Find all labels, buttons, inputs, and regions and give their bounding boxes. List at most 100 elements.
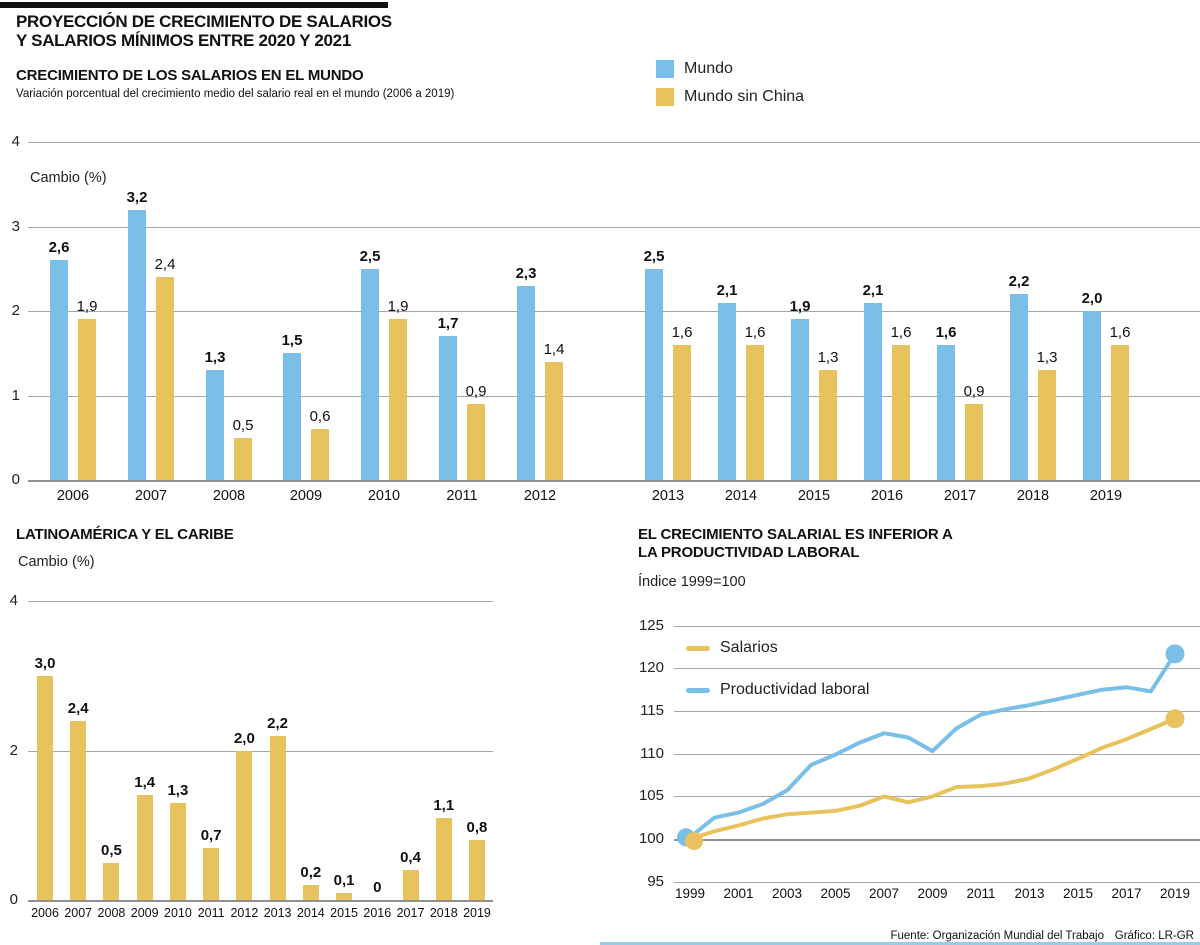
bar-value-mundo-sin-china-2009: 0,6	[309, 408, 331, 426]
bar-mundo-sin-china-2018	[1038, 370, 1056, 480]
legend-item-mundo: Mundo	[656, 60, 733, 78]
productividad-start-dot	[677, 828, 695, 847]
bar-value-mundo-2007: 3,2	[126, 188, 148, 206]
latam-x-tick-2019: 2019	[463, 906, 491, 920]
bar-value-mundo-2013: 2,5	[643, 247, 665, 265]
world-x-tick-2008: 2008	[212, 488, 246, 504]
world-x-tick-2014: 2014	[724, 488, 758, 504]
bar-value-latam-2011: 0,7	[200, 826, 222, 844]
bar-value-mundo-2016: 2,1	[862, 281, 884, 299]
latam-x-tick-2007: 2007	[64, 906, 93, 920]
world-x-tick-2011: 2011	[446, 488, 478, 504]
bar-value-mundo-sin-china-2019: 1,6	[1109, 323, 1131, 341]
bar-mundo-sin-china-2017	[965, 403, 983, 480]
bar-value-mundo-sin-china-2006: 1,9	[76, 298, 98, 316]
world-gridline-4	[28, 142, 1200, 143]
latam-y-tick-4: 4	[9, 592, 18, 609]
bar-mundo-sin-china-2009	[311, 429, 329, 480]
prod-x-tick-2001: 2001	[723, 886, 754, 901]
bar-value-mundo-sin-china-2010: 1,9	[387, 298, 409, 316]
prod-y-tick-115: 115	[640, 702, 664, 720]
bar-mundo-2013	[645, 268, 663, 480]
latam-x-tick-2012: 2012	[230, 906, 259, 920]
bar-mundo-2014	[718, 302, 736, 480]
latam-x-tick-2006: 2006	[31, 906, 59, 920]
world-x-tick-2009: 2009	[289, 488, 323, 504]
world-x-tick-2019: 2019	[1089, 488, 1123, 504]
bar-mundo-sin-china-2008	[234, 437, 252, 480]
latam-baseline	[28, 900, 493, 902]
world-x-tick-2010: 2010	[367, 488, 401, 504]
latam-y-axis-label: Cambio (%)	[18, 554, 95, 570]
prod-x-tick-2005: 2005	[820, 886, 851, 901]
bar-value-mundo-2019: 2,0	[1081, 290, 1103, 307]
salarios-color-dash	[686, 645, 710, 651]
prod-x-tick-2003: 2003	[771, 886, 803, 901]
mundo-color-swatch	[656, 60, 674, 78]
world-x-tick-2006: 2006	[56, 488, 90, 504]
prod-gridline-125	[674, 625, 1200, 627]
bar-mundo-sin-china-2013	[673, 344, 691, 480]
bar-latam-2015	[336, 892, 353, 900]
world-y-tick-3: 3	[11, 217, 20, 235]
bar-mundo-2006	[50, 260, 68, 480]
world-x-tick-2013: 2013	[651, 488, 685, 504]
bar-value-mundo-2008: 1,3	[204, 349, 226, 367]
prod-x-tick-2011: 2011	[966, 886, 996, 901]
prod-gridline-110	[674, 753, 1200, 755]
legend-item-salarios: Salarios	[686, 639, 778, 657]
prod-x-tick-2009: 2009	[917, 886, 948, 901]
bar-value-mundo-sin-china-2012: 1,4	[543, 340, 565, 358]
latam-gridline-2	[28, 750, 493, 752]
prod-x-tick-2013: 2013	[1014, 886, 1045, 901]
bar-latam-2010	[169, 802, 186, 900]
bar-value-mundo-sin-china-2017: 0,9	[963, 382, 985, 400]
mundo-legend-label: Mundo	[684, 60, 733, 77]
bar-mundo-2009	[283, 353, 301, 480]
bar-value-mundo-2009: 1,5	[281, 332, 303, 350]
bar-mundo-sin-china-2010	[389, 319, 407, 480]
bar-latam-2014	[302, 885, 319, 900]
bar-value-latam-2019: 0,8	[466, 819, 488, 837]
latam-gridline-4	[28, 601, 493, 602]
bar-latam-2018	[435, 817, 452, 900]
prod-gridline-100	[674, 839, 1200, 841]
bar-value-mundo-sin-china-2011: 0,9	[465, 382, 487, 400]
latam-x-tick-2017: 2017	[396, 906, 425, 920]
bar-value-mundo-2012: 2,3	[515, 264, 537, 282]
bar-value-mundo-sin-china-2014: 1,6	[744, 323, 766, 341]
bar-value-mundo-2017: 1,6	[935, 323, 957, 341]
bar-value-mundo-2006: 2,6	[48, 239, 70, 257]
world-baseline	[28, 480, 1200, 482]
world-x-tick-2017: 2017	[943, 488, 977, 504]
productivity-title-line1: EL CRECIMIENTO SALARIAL ES INFERIOR A	[638, 526, 953, 543]
latam-x-tick-2016: 2016	[363, 906, 392, 920]
bar-value-mundo-2014: 2,1	[716, 281, 738, 299]
salarios-legend-label: Salarios	[720, 639, 778, 656]
bar-value-latam-2015: 0,1	[333, 871, 355, 889]
productivity-chart-title: EL CRECIMIENTO SALARIAL ES INFERIOR A LA…	[638, 526, 953, 562]
bar-value-latam-2016: 0	[373, 879, 382, 896]
bar-value-latam-2012: 2,0	[233, 729, 255, 747]
bar-value-latam-2014: 0,2	[300, 864, 322, 882]
latam-y-tick-2: 2	[9, 741, 18, 759]
mundo-sin-china-color-swatch	[656, 88, 674, 106]
bar-value-mundo-2015: 1,9	[789, 298, 811, 316]
bar-mundo-2016	[864, 302, 882, 480]
bar-value-latam-2006: 3,0	[34, 654, 56, 672]
bottom-accent-bar	[600, 942, 1200, 945]
prod-gridline-105	[674, 796, 1200, 798]
world-x-tick-2015: 2015	[797, 488, 831, 504]
productivity-subtitle: Índice 1999=100	[638, 574, 746, 590]
bar-mundo-sin-china-2007	[156, 277, 174, 480]
latam-x-tick-2018: 2018	[429, 906, 458, 920]
latam-x-tick-2009: 2009	[130, 906, 159, 920]
bar-value-latam-2013: 2,2	[267, 714, 289, 732]
prod-y-tick-105: 105	[638, 787, 664, 805]
bar-mundo-2010	[361, 268, 379, 480]
bar-mundo-sin-china-2016	[892, 344, 910, 480]
bar-value-mundo-2011: 1,7	[437, 315, 459, 333]
